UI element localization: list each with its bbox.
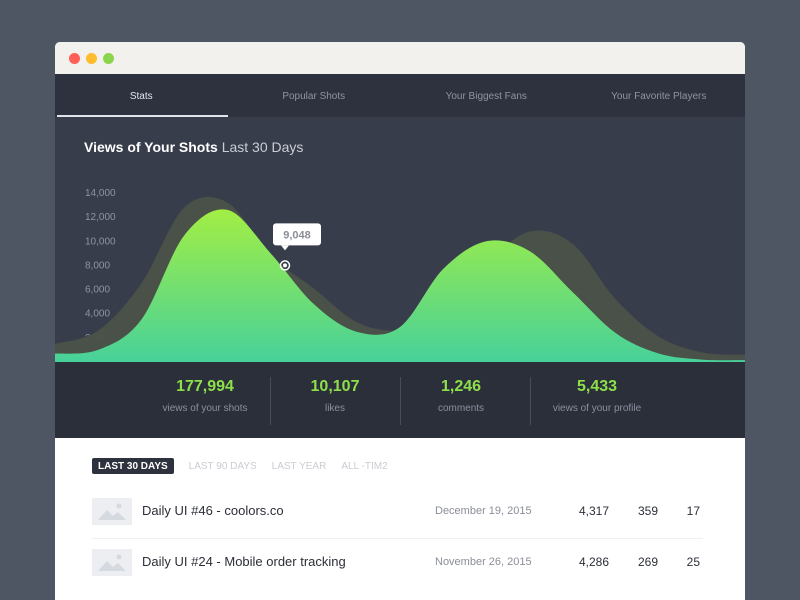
data-point-marker[interactable] [279, 260, 291, 271]
tab-biggest-fans[interactable]: Your Biggest Fans [445, 91, 527, 102]
stat-divider [400, 377, 401, 425]
series-front-area [55, 209, 745, 362]
area-chart-svg: 14,00012,00010,0008,0006,0004,0002,0009,… [55, 188, 745, 362]
filter-last-90-days[interactable]: LAST 90 DAYS [188, 460, 257, 472]
shot-date: November 26, 2015 [435, 556, 532, 568]
filter-last-30-days[interactable]: LAST 30 DAYS [92, 458, 174, 474]
tab-bar: Stats Popular Shots Your Biggest Fans Yo… [55, 74, 745, 117]
stat-divider [530, 377, 531, 425]
stat-comments: 1,246 comments [411, 378, 511, 414]
stat-value: 5,433 [576, 378, 618, 395]
stat-profile-views: 5,433 views of your profile [542, 378, 652, 414]
y-tick-label: 4,000 [85, 309, 110, 320]
stat-value: 1,246 [440, 378, 482, 395]
stat-value: 177,994 [176, 378, 234, 395]
stats-summary: 177,994 views of your shots 10,107 likes… [55, 362, 745, 438]
row-divider [92, 538, 703, 539]
stat-value: 10,107 [310, 378, 360, 395]
shot-thumbnail-image-icon [92, 498, 132, 525]
shot-views: 4,286 [578, 555, 609, 569]
chart-title: Views of Your Shots Last 30 Days [84, 139, 303, 155]
y-tick-label: 8,000 [85, 260, 110, 271]
stat-likes: 10,107 likes [285, 378, 385, 414]
window-titlebar [55, 42, 745, 74]
tab-popular-shots[interactable]: Popular Shots [282, 91, 346, 102]
shot-comments: 17 [686, 504, 700, 518]
tooltip-value: 9,048 [283, 229, 311, 241]
chart-title-period: Last 30 Days [221, 139, 304, 155]
stat-divider [270, 377, 271, 425]
tab-stats[interactable]: Stats [55, 74, 228, 117]
tooltip-bubble [273, 223, 321, 246]
stat-label: views of your profile [552, 403, 642, 414]
period-filters: LAST 30 DAYS LAST 90 DAYS LAST YEAR ALL … [92, 458, 388, 474]
shot-date: December 19, 2015 [435, 505, 532, 517]
y-tick-label: 10,000 [85, 236, 116, 247]
browser-window: Stats Popular Shots Your Biggest Fans Yo… [55, 42, 745, 600]
shot-title[interactable]: Daily UI #24 - Mobile order tracking [142, 554, 346, 569]
views-chart: Views of Your Shots Last 30 Days 14,000 1… [55, 117, 745, 362]
filter-all-time[interactable]: ALL -TIM2 [341, 460, 388, 472]
shot-likes: 269 [637, 555, 658, 569]
chart-title-main: Views of Your Shots [84, 139, 218, 155]
shot-thumbnail-image-icon [92, 549, 132, 576]
close-window-button[interactable] [69, 53, 80, 64]
stat-label: likes [324, 403, 345, 414]
data-point-marker-center [283, 263, 287, 268]
shot-likes: 359 [637, 504, 658, 518]
tab-favorite-players[interactable]: Your Favorite Players [611, 91, 707, 102]
y-tick-label: 6,000 [85, 285, 110, 296]
shot-views: 4,317 [578, 504, 609, 518]
maximize-window-button[interactable] [103, 53, 114, 64]
minimize-window-button[interactable] [86, 53, 97, 64]
tooltip-pointer [281, 245, 289, 251]
stat-label: views of your shots [162, 403, 248, 414]
y-tick-label: 12,000 [85, 212, 116, 223]
shot-row[interactable]: Daily UI #24 - Mobile order tracking Nov… [92, 549, 703, 599]
shot-comments: 25 [686, 555, 700, 569]
y-tick-label: 14,000 [85, 188, 116, 199]
shot-title[interactable]: Daily UI #46 - coolors.co [142, 503, 284, 518]
stat-label: comments [437, 403, 485, 414]
stat-views-of-shots: 177,994 views of your shots [155, 378, 255, 414]
filter-last-year[interactable]: LAST YEAR [271, 460, 327, 472]
shot-row[interactable]: Daily UI #46 - coolors.co December 19, 2… [92, 498, 703, 548]
